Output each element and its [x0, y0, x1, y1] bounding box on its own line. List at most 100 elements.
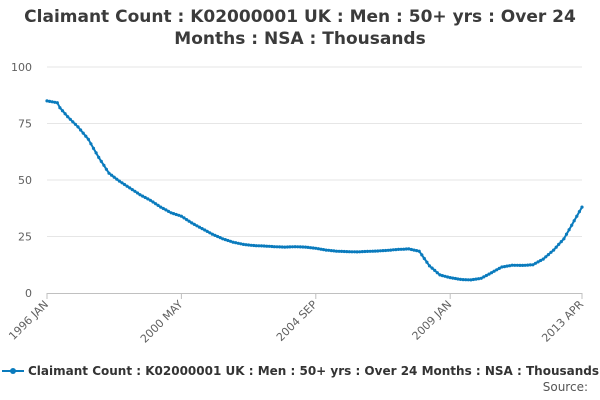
data-point	[577, 210, 582, 214]
y-tick-label: 100	[11, 61, 32, 74]
data-point	[63, 112, 67, 116]
data-point	[68, 117, 72, 121]
data-point	[257, 244, 261, 248]
data-point	[433, 268, 437, 272]
data-point	[115, 177, 119, 181]
data-point	[409, 247, 413, 252]
data-point	[125, 184, 129, 188]
data-point	[311, 246, 315, 250]
data-point	[143, 195, 147, 200]
data-point	[332, 249, 336, 253]
data-point	[448, 276, 452, 280]
data-point	[384, 248, 388, 253]
data-point	[200, 227, 204, 231]
y-tick-label: 0	[25, 287, 32, 300]
data-point	[316, 247, 320, 251]
legend-label: Claimant Count : K02000001 UK : Men : 50…	[28, 364, 600, 378]
data-point	[172, 212, 176, 216]
data-point	[102, 163, 106, 167]
data-point	[213, 233, 217, 237]
data-point	[572, 219, 576, 223]
data-point	[58, 106, 62, 110]
data-point	[518, 263, 522, 267]
data-point	[285, 245, 289, 249]
data-point	[128, 186, 132, 190]
data-point	[541, 257, 545, 261]
data-point	[425, 260, 429, 264]
data-point	[324, 248, 328, 252]
data-point	[195, 224, 199, 228]
data-point	[489, 271, 494, 275]
data-point	[536, 260, 540, 264]
data-point	[197, 225, 202, 229]
data-point	[259, 244, 264, 248]
data-point	[249, 243, 253, 247]
data-point	[531, 263, 535, 267]
data-point	[228, 239, 233, 243]
data-point	[221, 237, 225, 241]
data-point	[270, 244, 274, 249]
data-point	[373, 249, 377, 253]
data-point	[138, 193, 142, 197]
data-point	[539, 258, 543, 263]
data-point	[554, 245, 558, 249]
data-point	[407, 247, 411, 251]
data-point	[161, 206, 165, 211]
data-point	[399, 247, 403, 251]
legend[interactable]: Claimant Count : K02000001 UK : Men : 50…	[0, 361, 599, 381]
data-point	[427, 264, 432, 268]
data-point	[458, 277, 463, 281]
data-point	[420, 253, 424, 257]
data-point	[99, 159, 103, 163]
data-point	[404, 247, 408, 251]
data-point	[94, 151, 98, 155]
data-point	[71, 120, 75, 124]
data-point	[365, 249, 370, 253]
data-point	[239, 242, 243, 246]
data-point	[513, 263, 517, 267]
data-point	[81, 131, 85, 135]
data-point	[218, 236, 222, 240]
data-point	[73, 122, 77, 126]
data-point	[48, 99, 52, 103]
data-point	[275, 245, 279, 249]
data-point	[241, 242, 245, 246]
data-point	[402, 247, 406, 251]
data-point	[422, 256, 426, 261]
data-point	[203, 228, 207, 232]
data-point	[386, 248, 390, 252]
data-point	[376, 249, 380, 253]
data-point	[469, 278, 473, 282]
data-point	[528, 263, 532, 267]
data-point	[66, 115, 70, 119]
data-point	[223, 238, 227, 242]
data-point	[552, 248, 556, 252]
data-point	[526, 263, 530, 267]
data-point	[314, 246, 318, 250]
data-point	[378, 249, 382, 253]
data-point	[562, 237, 566, 241]
data-point	[84, 134, 88, 138]
data-point	[154, 202, 158, 206]
data-point	[231, 240, 235, 244]
data-point	[280, 245, 284, 249]
data-point	[580, 205, 584, 209]
data-point	[474, 277, 478, 281]
data-point	[177, 213, 181, 217]
data-point	[510, 263, 514, 267]
data-point	[306, 245, 310, 249]
data-point	[151, 200, 155, 204]
data-point	[456, 277, 460, 281]
data-point	[210, 232, 214, 236]
x-tick-label: 1996 JAN	[6, 298, 51, 343]
data-point	[368, 249, 372, 253]
data-point	[133, 189, 137, 193]
data-point	[495, 268, 499, 272]
data-point	[135, 191, 140, 195]
chart-title-line-1: Claimant Count : K02000001 UK : Men : 50…	[24, 7, 576, 27]
data-point	[205, 229, 209, 233]
data-point	[166, 209, 171, 213]
data-point	[508, 264, 512, 268]
data-point	[107, 171, 111, 175]
